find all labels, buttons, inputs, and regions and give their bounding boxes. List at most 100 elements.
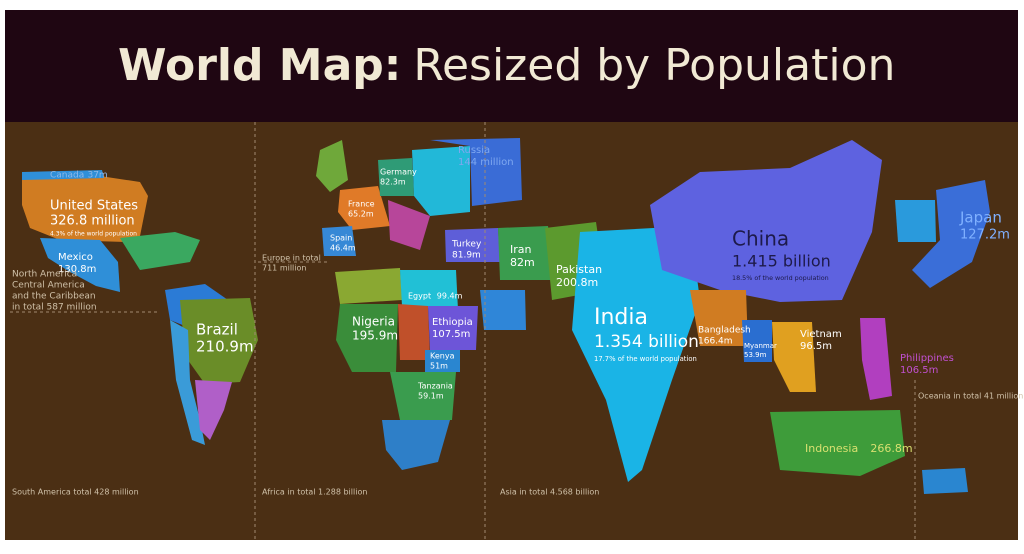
country-name: Tanzania (417, 382, 453, 391)
country-name: Mexico (58, 252, 93, 263)
country-population: 130.8m (58, 264, 96, 275)
shape-egypt (400, 270, 458, 310)
country-population: 51m (430, 362, 448, 371)
country-population: 1.354 billion (594, 332, 699, 352)
title-bar (5, 10, 1018, 122)
shape-spain (322, 226, 356, 256)
country-share: 17.7% of the world population (594, 355, 697, 363)
country-population: 65.2m (348, 210, 374, 219)
country-name: Japan (959, 209, 1002, 227)
country-share: 18.5% of the world population (732, 274, 829, 282)
shape-france (338, 186, 390, 230)
country-name: Germany (380, 168, 417, 177)
shape-andes (170, 320, 205, 445)
region-total: and the Caribbean (12, 292, 96, 302)
shape-vietnam (772, 322, 816, 392)
shape-uk (316, 140, 348, 192)
shape-korea (895, 200, 936, 242)
country-population: 81.9m (452, 251, 481, 261)
country-population: 127.2m (960, 228, 1010, 243)
country-name: Ethiopia (432, 317, 473, 328)
shape-india (572, 226, 700, 482)
title-rest: Resized by Population (413, 40, 895, 91)
country-name: Indonesia (805, 442, 858, 455)
shape-indonesia (770, 410, 905, 476)
shape-myanmar (742, 320, 772, 362)
shape-nigeria (336, 304, 398, 372)
country-name: Spain (330, 234, 352, 243)
shape-mexico (40, 238, 120, 292)
shape-ethiopia (428, 306, 478, 350)
region-total: Europe in total (262, 254, 321, 263)
shape-argentina (195, 380, 232, 440)
shape-china (650, 140, 882, 302)
region-total: in total 587 million (12, 303, 97, 313)
country-population: 82m (510, 256, 535, 269)
region-dividers (10, 122, 916, 540)
shape-italy (388, 200, 430, 250)
country-name: Turkey (451, 240, 482, 250)
country-name: Russia (458, 145, 490, 156)
country-name: Kenya (430, 352, 455, 361)
country-name: Myanmar (744, 342, 777, 350)
country-population: 1.415 billion (732, 252, 831, 271)
region-total: Oceania in total 41 million (918, 392, 1023, 401)
country-name: Pakistan (556, 263, 602, 276)
country-population: 266.8m (870, 442, 912, 455)
region-total: Africa in total 1.288 billion (262, 488, 367, 497)
shape-japan (912, 180, 990, 288)
shape-east-europe (412, 146, 470, 216)
shape-turkey (445, 228, 500, 262)
map-shapes (22, 138, 990, 494)
country-population: 144 million (458, 157, 514, 168)
shape-north-africa (335, 268, 402, 304)
title: World Map: Resized by Population (118, 40, 895, 91)
title-bold: World Map: (118, 40, 401, 91)
country-name: Vietnam (800, 329, 842, 340)
shape-germany (378, 158, 414, 196)
country-population: 46.4m (330, 244, 356, 253)
country-share: 4.3% of the world population (50, 231, 137, 238)
shape-caribbean (120, 232, 200, 270)
country-name: India (594, 305, 648, 330)
shape-brazil (180, 298, 258, 384)
region-total: Central America (12, 281, 85, 291)
country-name: France (348, 200, 375, 209)
country-population: 59.1m (418, 392, 444, 401)
country-population: 37m (87, 171, 107, 181)
shape-arabia (480, 290, 526, 330)
shape-usa (22, 176, 148, 242)
country-population: 210.9m (196, 338, 254, 356)
region-total: Asia in total 4.568 billion (500, 488, 599, 497)
country-population: 106.5m (900, 365, 938, 376)
region-total: South America total 428 million (12, 488, 139, 497)
country-population: 200.8m (556, 276, 598, 289)
country-population: 107.5m (432, 329, 470, 340)
shape-philippines (860, 318, 892, 400)
country-name: Nigeria (352, 315, 395, 329)
country-name: Egypt (408, 292, 431, 301)
region-total: 711 million (262, 264, 306, 273)
country-population: 166.4m (698, 337, 733, 347)
country-population: 99.4m (437, 292, 463, 301)
country-population: 82.3m (380, 178, 406, 187)
shape-tanzania (390, 372, 456, 420)
shape-canada (22, 170, 104, 180)
country-name: Philippines (900, 353, 954, 364)
country-name: Bangladesh (698, 326, 751, 336)
shape-south-africa (382, 420, 450, 470)
country-name: China (732, 227, 789, 251)
shape-iran (498, 226, 556, 280)
shape-kenya (425, 350, 460, 372)
country-name: Iran (510, 243, 532, 256)
shape-australia (922, 468, 968, 494)
country-population: 326.8 million (50, 214, 135, 229)
shape-sudan (398, 304, 430, 360)
country-name: Canada (50, 171, 84, 181)
shape-russia (430, 138, 522, 206)
country-population: 53.9m (744, 351, 767, 359)
shape-bangladesh (690, 290, 748, 346)
country-population: 96.5m (800, 341, 832, 352)
region-total: North America (12, 270, 77, 280)
